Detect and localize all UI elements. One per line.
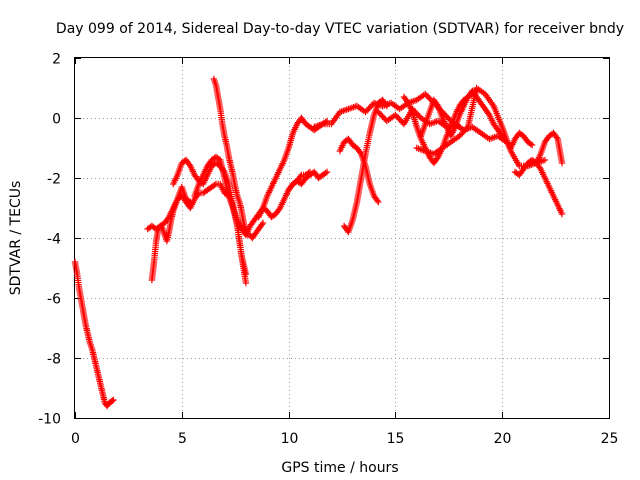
data-point	[380, 114, 388, 122]
x-tick-label: 0	[71, 431, 80, 447]
data-point	[536, 164, 543, 171]
data-point	[297, 173, 304, 180]
data-point	[259, 219, 267, 227]
data-point	[553, 134, 560, 141]
x-tick-label: 5	[178, 431, 187, 447]
data-point	[442, 111, 449, 119]
data-point	[403, 98, 411, 105]
data-series	[71, 75, 566, 410]
chart-title: Day 099 of 2014, Sidereal Day-to-day VTE…	[56, 21, 624, 37]
series-arc-16	[469, 87, 536, 152]
y-tick-label: -8	[47, 352, 61, 368]
data-point	[374, 197, 381, 204]
data-point	[414, 111, 422, 119]
data-point	[395, 114, 402, 122]
x-tick-label: 10	[281, 431, 299, 447]
y-tick-label: 2	[52, 52, 61, 68]
series-arc-1	[71, 258, 117, 410]
data-point	[463, 125, 470, 132]
data-point	[459, 129, 466, 137]
data-point	[527, 140, 534, 148]
data-point	[275, 206, 283, 213]
data-point	[528, 141, 536, 149]
data-point	[110, 396, 117, 404]
y-tick-label: -6	[47, 292, 61, 308]
data-point	[363, 107, 371, 114]
series-arc-8	[285, 168, 331, 194]
data-point	[456, 132, 463, 140]
data-point	[375, 108, 382, 116]
axis-ticks	[75, 58, 610, 419]
y-tick-label: -2	[47, 172, 61, 188]
data-point	[393, 113, 401, 120]
data-point	[426, 95, 433, 102]
series-arc-2	[148, 183, 194, 284]
data-point	[541, 156, 549, 164]
data-point	[485, 110, 492, 117]
series-arc-9	[336, 135, 382, 206]
data-point	[558, 210, 566, 218]
data-point	[242, 279, 250, 287]
y-tick-labels: -10 -8 -6 -4 -2 0 2	[38, 52, 61, 428]
data-point	[379, 113, 386, 120]
y-axis-label: SDTVAR / TECUs	[8, 181, 24, 296]
data-point	[461, 126, 469, 134]
x-tick-label: 15	[387, 431, 405, 447]
data-point	[323, 168, 331, 176]
data-point	[424, 93, 432, 101]
y-tick-label: -10	[38, 412, 61, 428]
data-point	[433, 101, 441, 108]
data-point	[365, 105, 372, 113]
series-arc-18	[533, 129, 566, 167]
data-point	[367, 102, 375, 110]
x-tick-label: 25	[601, 431, 619, 447]
data-point	[444, 114, 452, 122]
data-point	[377, 111, 385, 119]
data-point	[397, 117, 405, 125]
data-point	[109, 397, 116, 404]
data-point	[356, 149, 364, 156]
data-point	[460, 128, 467, 135]
data-point	[211, 181, 218, 189]
data-point	[164, 215, 172, 222]
x-axis-label: GPS time / hours	[281, 460, 398, 476]
data-point	[422, 90, 429, 98]
y-tick-label: -4	[47, 232, 61, 248]
y-tick-label: 0	[52, 112, 61, 128]
plot-frame	[74, 57, 610, 419]
data-point	[558, 159, 566, 167]
data-point	[258, 221, 266, 228]
data-point	[396, 116, 403, 123]
data-point	[433, 155, 441, 162]
data-point	[362, 108, 369, 116]
data-point	[375, 198, 382, 206]
data-point	[186, 161, 193, 168]
data-point	[366, 104, 373, 111]
series-arc-5	[210, 75, 267, 242]
x-tick-labels: 0 5 10 15 20 25	[71, 431, 618, 447]
data-point	[423, 92, 430, 99]
data-point	[457, 131, 465, 138]
series-arc-13	[400, 90, 476, 167]
data-point	[242, 270, 250, 278]
data-point	[322, 169, 329, 177]
series-arc-17	[511, 156, 566, 218]
x-tick-label: 20	[494, 431, 512, 447]
data-point	[392, 111, 399, 119]
data-point	[376, 110, 383, 117]
